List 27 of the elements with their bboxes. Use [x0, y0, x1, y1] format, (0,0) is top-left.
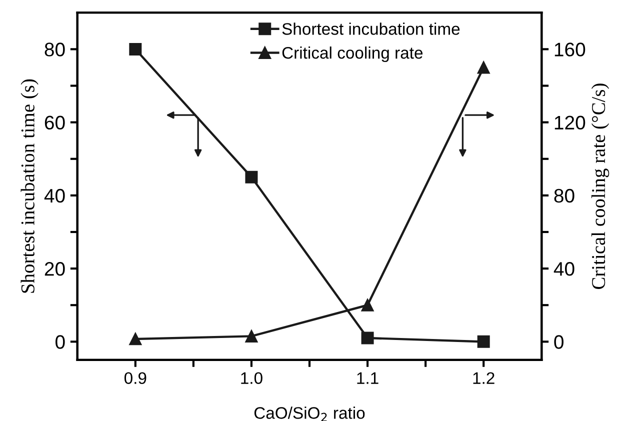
point	[361, 332, 374, 344]
y2-axis-title: Critical cooling rate (°C/s)	[591, 84, 610, 290]
y-tick-label: 60	[44, 116, 65, 130]
point	[477, 335, 490, 348]
y2-tick-label: 0	[554, 335, 564, 349]
point	[477, 61, 490, 74]
y2-tick-label: 40	[554, 262, 574, 276]
legend-label: Critical cooling rate	[282, 46, 423, 62]
x-tick-label: 1.0	[241, 372, 262, 384]
y2-tick-label: 80	[554, 188, 574, 203]
point	[129, 332, 142, 346]
y-tick-label: 80	[44, 42, 65, 56]
y-tick-label: 40	[44, 188, 65, 203]
point	[129, 42, 142, 56]
y-tick-label: 0	[56, 335, 65, 349]
x-axis-title: CaO/SiO$_{2}$ ratio	[254, 406, 365, 421]
point	[361, 298, 374, 312]
point	[245, 170, 258, 184]
y2-tick-label: 120	[554, 116, 586, 130]
point	[245, 330, 258, 342]
x-tick-label: 1.2	[473, 372, 494, 384]
x-tick-label: 1.1	[357, 372, 378, 384]
x-tick-label: 0.9	[124, 372, 146, 384]
y-tick-label: 20	[44, 262, 65, 276]
y-axis-title: Shortest incubation time (s)	[20, 79, 38, 293]
y2-tick-label: 160	[554, 42, 586, 56]
legend-label: Shortest incubation time	[282, 22, 460, 35]
